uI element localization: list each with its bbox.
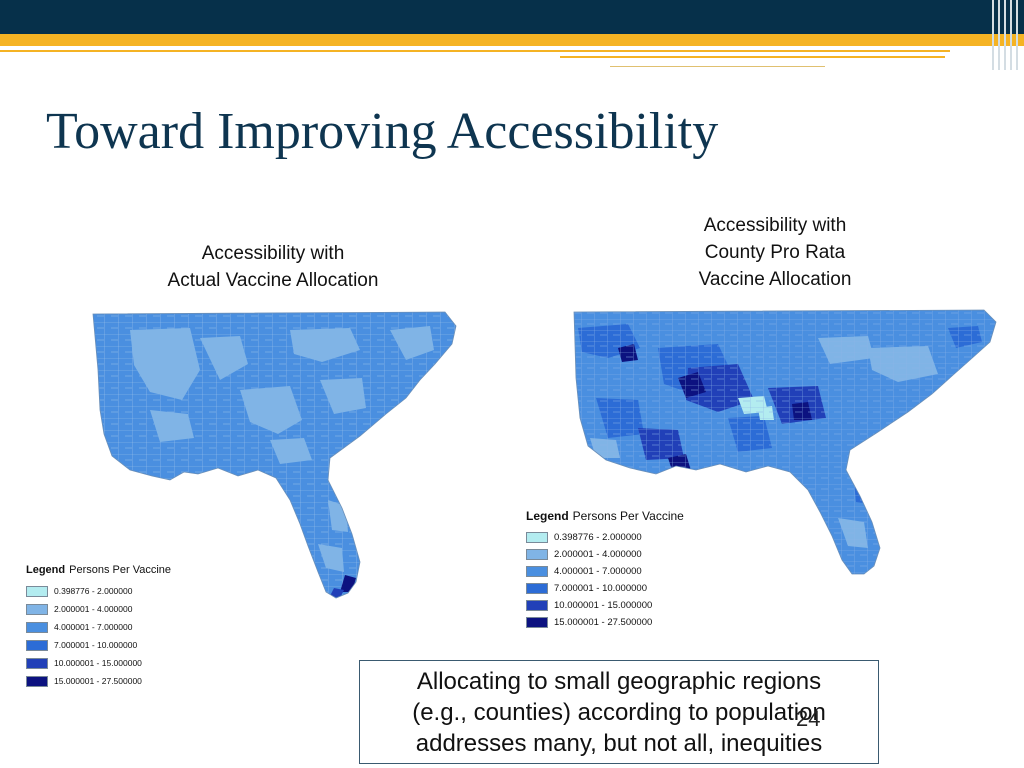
legend-swatch [526, 566, 548, 577]
legend-swatch [26, 603, 48, 615]
legend-entry: 7.000001 - 10.000000 [526, 580, 716, 597]
legend-swatch [526, 583, 548, 594]
legend-label: 15.000001 - 27.500000 [554, 617, 653, 628]
header-gold-stripe [0, 34, 1024, 46]
legend-title: Legend [526, 509, 569, 523]
legend-swatch [26, 657, 48, 669]
legend-swatch [26, 585, 48, 597]
header-band [0, 0, 1024, 34]
map-legend-prorata: Legend Persons Per Vaccine 0.398776 - 2.… [526, 509, 716, 631]
header-rule [610, 66, 825, 67]
legend-label: 15.000001 - 27.500000 [54, 676, 142, 686]
legend-entry: 10.000001 - 15.000000 [526, 597, 716, 614]
legend-entry: 7.000001 - 10.000000 [26, 636, 206, 654]
legend-subtitle: Persons Per Vaccine [69, 564, 172, 576]
caption-line: Vaccine Allocation [698, 269, 852, 290]
caption-line: Actual Vaccine Allocation [167, 270, 379, 291]
legend-entry: 15.000001 - 27.500000 [26, 672, 206, 690]
legend-swatch [26, 639, 48, 651]
header-rule [560, 56, 945, 58]
legend-entry: 2.000001 - 4.000000 [526, 546, 716, 563]
legend-label: 7.000001 - 10.000000 [554, 583, 647, 594]
legend-entry: 0.398776 - 2.000000 [26, 582, 206, 600]
legend-entry: 4.000001 - 7.000000 [26, 618, 206, 636]
legend-label: 2.000001 - 4.000000 [554, 549, 642, 560]
header-corner-bars [990, 0, 1024, 70]
legend-swatch [526, 549, 548, 560]
legend-label: 0.398776 - 2.000000 [554, 532, 642, 543]
legend-entry: 15.000001 - 27.500000 [526, 614, 716, 631]
legend-swatch [526, 532, 548, 543]
legend-swatch [526, 617, 548, 628]
caption-line: County Pro Rata [704, 242, 846, 263]
slide-number: 24 [796, 706, 821, 731]
map-legend-actual: Legend Persons Per Vaccine 0.398776 - 2.… [26, 564, 206, 690]
legend-entry: 2.000001 - 4.000000 [26, 600, 206, 618]
legend-swatch [26, 675, 48, 687]
caption-line: Accessibility with [703, 215, 847, 236]
legend-label: 10.000001 - 15.000000 [54, 658, 142, 668]
slide-title: Toward Improving Accessibility [46, 103, 719, 160]
legend-label: 4.000001 - 7.000000 [554, 566, 642, 577]
legend-swatch [526, 600, 548, 611]
callout-line: Allocating to small geographic regions [416, 668, 822, 695]
legend-label: 7.000001 - 10.000000 [54, 640, 138, 650]
legend-label: 10.000001 - 15.000000 [554, 600, 653, 611]
legend-subtitle: Persons Per Vaccine [572, 509, 684, 523]
legend-swatch [26, 621, 48, 633]
header-rule [0, 50, 950, 52]
legend-entry: 4.000001 - 7.000000 [526, 563, 716, 580]
callout-line: (e.g., counties) according to population [412, 699, 826, 726]
legend-label: 0.398776 - 2.000000 [54, 586, 133, 596]
legend-entry: 0.398776 - 2.000000 [526, 529, 716, 546]
map-caption-actual: Accessibility with Actual Vaccine Alloca… [118, 240, 428, 294]
legend-label: 2.000001 - 4.000000 [54, 604, 133, 614]
legend-entry: 10.000001 - 15.000000 [26, 654, 206, 672]
caption-line: Accessibility with [201, 243, 345, 264]
choropleth-map-prorata [573, 309, 997, 575]
choropleth-map-actual [92, 311, 457, 599]
callout-box: Allocating to small geographic regions (… [359, 660, 879, 764]
legend-title: Legend [26, 564, 66, 576]
map-caption-prorata: Accessibility with County Pro Rata Vacci… [640, 212, 910, 293]
callout-line: addresses many, but not all, inequities [415, 730, 823, 757]
legend-label: 4.000001 - 7.000000 [54, 622, 133, 632]
